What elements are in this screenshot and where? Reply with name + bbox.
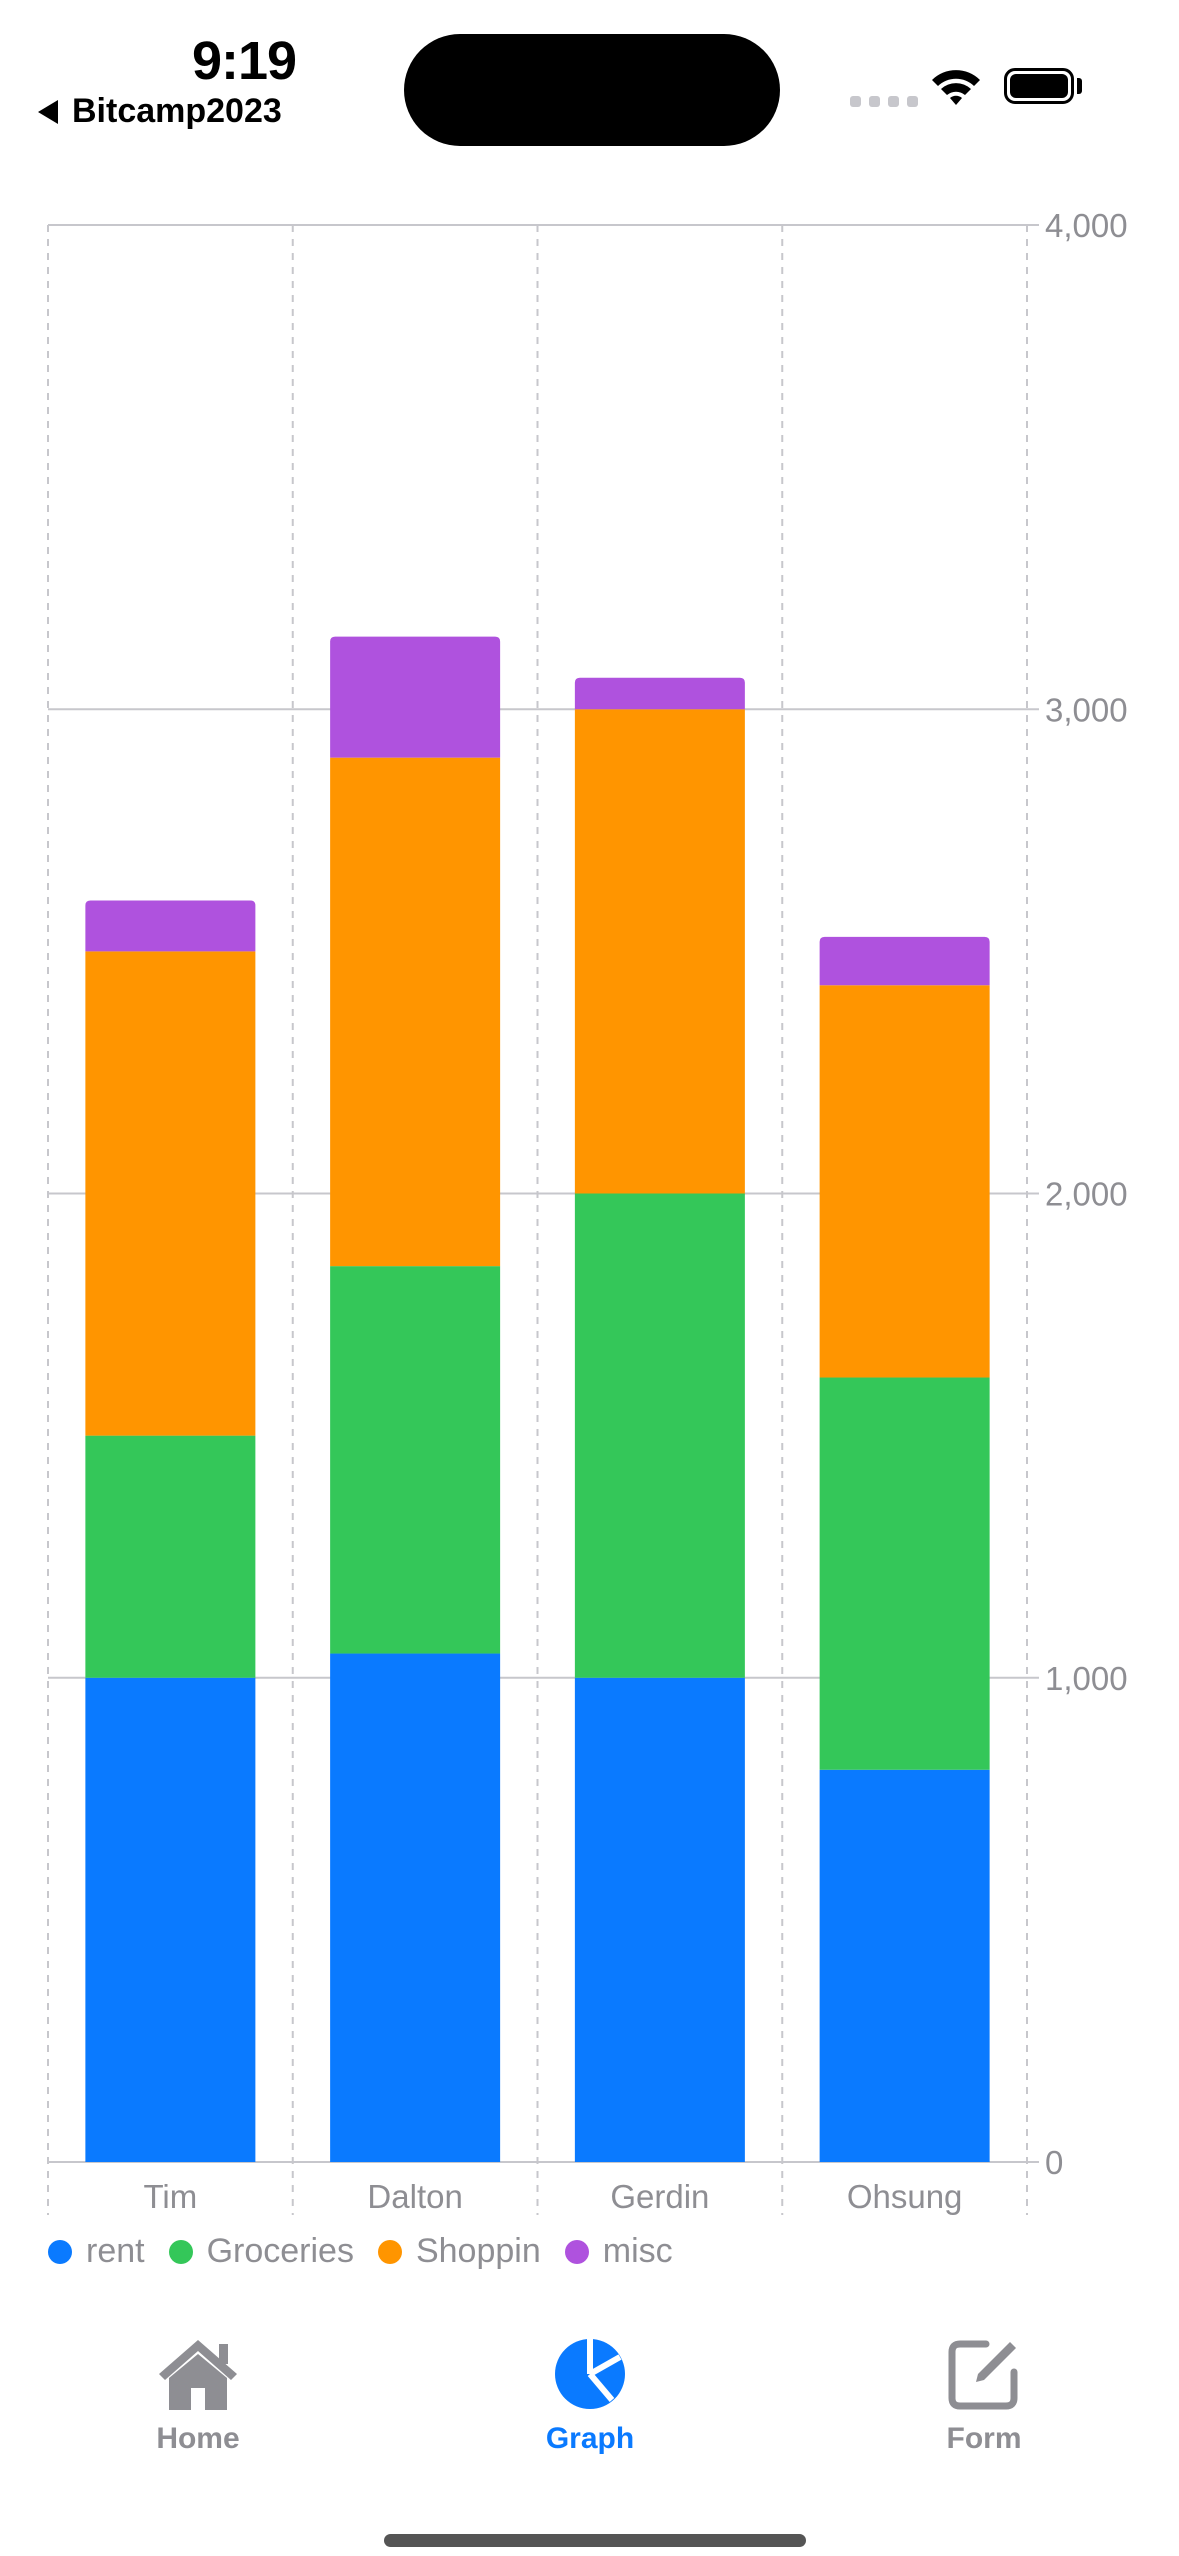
battery-icon — [1004, 68, 1074, 104]
legend-swatch-misc — [564, 2239, 589, 2264]
bar-segment-rent-tim — [85, 1677, 256, 2162]
bar-segment-rent-gerdin — [574, 1677, 745, 2162]
tab-graph-label: Graph — [545, 2422, 635, 2455]
bar-segment-groceries-gerdin — [574, 1193, 745, 1678]
cellular-signal-icon — [850, 96, 918, 107]
y-tick-label: 3,000 — [1045, 691, 1128, 728]
battery-tip — [1077, 78, 1082, 94]
back-to-app-link[interactable]: Bitcamp2023 — [38, 92, 282, 131]
back-app-label: Bitcamp2023 — [72, 92, 282, 130]
legend-item-groceries: Groceries — [168, 2232, 354, 2271]
legend-swatch-groceries — [168, 2239, 193, 2264]
legend-label-shoppin: Shoppin — [415, 2232, 541, 2270]
bar-segment-misc-gerdin — [574, 677, 745, 710]
legend-swatch-rent — [48, 2239, 72, 2264]
tab-form-label: Form — [946, 2422, 1022, 2455]
house-icon — [159, 2340, 237, 2410]
status-time: 9:19 — [191, 31, 297, 91]
x-category-label: Ohsung — [847, 2178, 963, 2215]
legend-item-shoppin: Shoppin — [377, 2232, 541, 2271]
legend-label-rent: rent — [86, 2232, 145, 2270]
bar-segment-misc-ohsung — [819, 936, 990, 986]
chart-bars — [85, 636, 990, 2162]
y-tick-label: 1,000 — [1045, 1660, 1128, 1697]
chart-legend: rent Groceries Shoppin misc — [48, 2232, 673, 2271]
legend-item-rent: rent — [48, 2232, 145, 2271]
legend-item-misc: misc — [564, 2232, 673, 2271]
bar-segment-groceries-tim — [85, 1435, 256, 1678]
home-indicator — [384, 2534, 806, 2547]
bar-segment-groceries-ohsung — [819, 1377, 990, 1770]
dynamic-island — [404, 34, 780, 146]
bar-segment-rent-ohsung — [819, 1769, 990, 2162]
bar-segment-shoppin-gerdin — [574, 709, 745, 1194]
bar-segment-shoppin-tim — [85, 951, 256, 1436]
bar-segment-rent-dalton — [330, 1653, 501, 2162]
x-category-label: Dalton — [367, 2178, 462, 2215]
bar-segment-shoppin-ohsung — [819, 985, 990, 1378]
x-category-label: Tim — [143, 2178, 197, 2215]
square-pencil-icon — [948, 2340, 1018, 2410]
bar-segment-groceries-dalton — [330, 1266, 501, 1654]
stacked-bar-chart: 0 1,000 2,000 3,000 4,000 Tim Dalton Gerdin Ohsu… — [47, 207, 1128, 2215]
tab-home-label: Home — [156, 2422, 240, 2455]
tab-home[interactable]: Home — [78, 2320, 318, 2456]
legend-label-misc: misc — [602, 2232, 673, 2270]
y-tick-label: 0 — [1045, 2144, 1063, 2181]
tab-graph[interactable]: Graph — [470, 2320, 710, 2456]
chart-labels: 0 1,000 2,000 3,000 4,000 Tim Dalton Gerdin Ohsu… — [143, 207, 1127, 2215]
tab-bar: Home Graph Form — [0, 2320, 1179, 2490]
legend-swatch-shoppin — [377, 2239, 402, 2264]
y-tick-label: 4,000 — [1045, 207, 1128, 244]
wifi-icon — [932, 70, 980, 105]
y-tick-label: 2,000 — [1045, 1176, 1128, 1213]
bar-segment-misc-tim — [85, 900, 256, 952]
tab-form[interactable]: Form — [864, 2320, 1104, 2456]
chart-pie-icon — [555, 2339, 625, 2409]
legend-label-groceries: Groceries — [206, 2232, 354, 2270]
bar-segment-shoppin-dalton — [330, 757, 501, 1267]
bar-segment-misc-dalton — [330, 636, 501, 758]
x-category-label: Gerdin — [610, 2178, 709, 2215]
back-triangle-icon — [38, 99, 58, 124]
